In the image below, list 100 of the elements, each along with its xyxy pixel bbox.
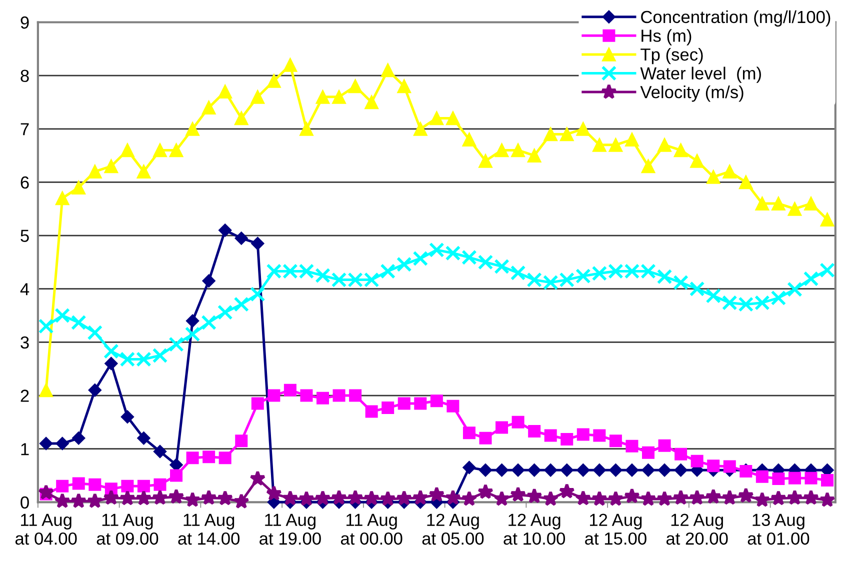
x-tick-label: 11 Aug at 00.00 (340, 514, 402, 545)
point (88, 164, 102, 178)
point (119, 490, 136, 506)
point (382, 402, 394, 414)
point (266, 74, 281, 88)
point (723, 460, 736, 473)
point (39, 383, 54, 398)
point (413, 122, 428, 136)
point (332, 90, 346, 104)
legend-label: Hs (m) (642, 29, 692, 46)
y-tick-label: 4 (20, 283, 30, 296)
point (70, 314, 86, 330)
point (233, 493, 250, 509)
point (511, 464, 525, 477)
point (430, 394, 443, 408)
point (298, 490, 314, 506)
point (512, 416, 524, 428)
x-tick-label: 11 Aug at 04.00 (15, 514, 77, 545)
point (331, 490, 348, 505)
point (87, 324, 103, 340)
point (72, 180, 86, 194)
point (202, 450, 216, 464)
point (88, 478, 102, 491)
point (282, 490, 298, 506)
point (496, 421, 508, 434)
point (234, 111, 248, 126)
point (283, 58, 298, 72)
point (674, 464, 688, 477)
point (104, 159, 118, 174)
point (674, 143, 688, 158)
x-tick-label: 11 Aug at 09.00 (96, 514, 158, 545)
y-tick-label: 9 (20, 16, 29, 29)
point (202, 274, 216, 288)
point (609, 464, 622, 477)
point (218, 84, 232, 98)
point (788, 202, 802, 216)
point (364, 490, 380, 506)
point (820, 212, 834, 226)
point (478, 254, 494, 270)
point (137, 432, 150, 445)
point (186, 122, 200, 136)
point (186, 314, 200, 328)
y-tick-label: 3 (20, 336, 29, 349)
point (396, 490, 412, 506)
point (804, 472, 818, 484)
point (706, 288, 721, 304)
point (152, 490, 168, 505)
point (38, 318, 54, 334)
point (640, 490, 656, 506)
point (152, 348, 168, 364)
x-tick-label: 12 Aug at 15.00 (585, 514, 646, 545)
point (218, 452, 232, 464)
point (672, 490, 689, 505)
point (641, 159, 656, 174)
point (462, 426, 476, 440)
point (184, 492, 201, 508)
point (576, 428, 590, 441)
point (608, 138, 623, 152)
point (462, 250, 477, 266)
point (658, 138, 672, 152)
point (495, 464, 508, 477)
point (315, 268, 330, 284)
point (201, 314, 216, 330)
point (558, 483, 575, 499)
point (54, 492, 70, 508)
point (430, 111, 444, 126)
point (56, 480, 69, 492)
point (284, 384, 296, 396)
point (56, 436, 69, 450)
point (478, 154, 492, 168)
point (136, 164, 151, 178)
x-tick-label: 12 Aug at 05.00 (422, 514, 484, 545)
point (398, 397, 410, 410)
point (592, 464, 606, 477)
point (170, 458, 183, 472)
point (316, 90, 330, 104)
point (153, 143, 167, 158)
point (268, 389, 280, 402)
x-tick-label: 12 Aug at 10.00 (504, 514, 566, 545)
point (168, 488, 184, 504)
point (202, 100, 216, 114)
point (803, 271, 819, 286)
point (593, 429, 606, 442)
point (690, 454, 704, 468)
point (121, 480, 134, 492)
point (54, 308, 70, 324)
point (689, 281, 705, 297)
point (821, 474, 834, 487)
point (770, 490, 786, 506)
point (479, 432, 492, 444)
point (756, 470, 768, 483)
point (88, 384, 102, 397)
legend-label: Velocity (m/s) (640, 86, 744, 102)
point (218, 224, 232, 237)
point (184, 326, 200, 342)
legend-label: Water level (m) (640, 66, 761, 83)
point (365, 405, 378, 418)
point (120, 143, 134, 158)
point (380, 264, 396, 279)
point (803, 490, 819, 505)
